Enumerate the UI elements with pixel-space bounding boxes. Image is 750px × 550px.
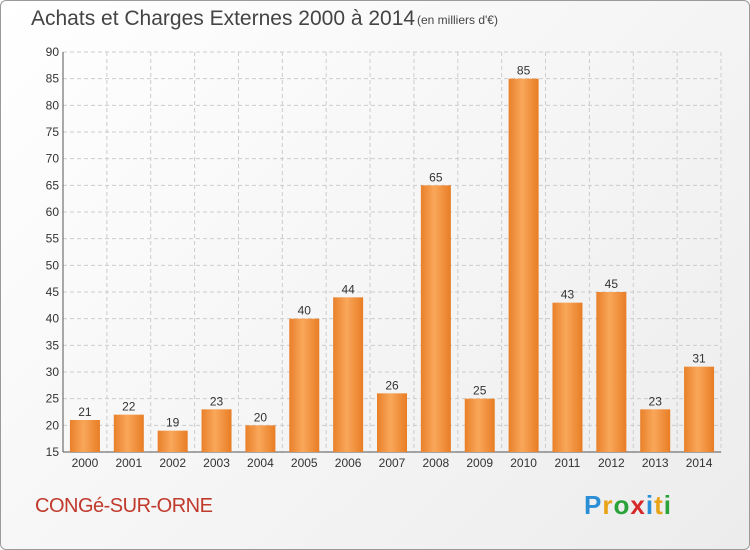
x-tick-label: 2005 (291, 456, 318, 470)
bar (596, 292, 627, 452)
x-tick-label: 2013 (642, 456, 669, 470)
x-tick-label: 2010 (510, 456, 537, 470)
bar (69, 420, 100, 452)
x-tick-label: 2008 (423, 456, 450, 470)
logo-letter: P (584, 490, 603, 520)
y-tick-label: 45 (46, 285, 60, 299)
y-tick-label: 60 (46, 205, 60, 219)
bar (684, 366, 715, 452)
x-tick-label: 2007 (379, 456, 406, 470)
place-name: CONGé-SUR-ORNE (35, 495, 213, 517)
tick-labels: 15 20 25 30 35 40 45 50 55 60 65 70 75 80 85 90 2000 2001… (46, 45, 713, 470)
x-tick-label: 2012 (598, 456, 625, 470)
x-tick-label: 2001 (115, 456, 142, 470)
data-label: 85 (517, 64, 531, 78)
logo-letter: o (613, 490, 631, 520)
bars (69, 78, 715, 453)
data-label: 22 (122, 400, 136, 414)
bar (464, 398, 495, 452)
y-tick-label: 15 (46, 445, 60, 459)
x-tick-label: 2014 (686, 456, 713, 470)
y-tick-label: 25 (46, 392, 60, 406)
x-tick-label: 2004 (247, 456, 274, 470)
proxiti-logo: Proxiti (584, 490, 672, 521)
bar (201, 409, 232, 452)
y-tick-label: 55 (46, 232, 60, 246)
bar (377, 393, 407, 452)
chart-subtitle: (en milliers d'€) (417, 13, 498, 27)
data-label: 23 (649, 394, 663, 408)
data-label: 45 (605, 277, 619, 291)
data-label: 19 (166, 416, 180, 430)
x-tick-label: 2006 (335, 456, 362, 470)
bar (289, 318, 320, 452)
y-tick-label: 80 (46, 98, 60, 112)
y-tick-label: 20 (46, 418, 60, 432)
data-label: 20 (254, 410, 268, 424)
chart-title: Achats et Charges Externes 2000 à 2014 (31, 7, 416, 30)
x-tick-label: 2002 (159, 456, 186, 470)
data-label: 40 (298, 304, 312, 318)
logo-letter: r (602, 490, 614, 520)
bar (640, 409, 671, 452)
data-label: 43 (561, 288, 575, 302)
y-tick-label: 65 (46, 178, 60, 192)
data-label: 21 (78, 405, 92, 419)
y-tick-label: 90 (46, 45, 60, 59)
logo-letter: i (645, 490, 655, 520)
logo-letter: t (654, 490, 664, 520)
data-label: 26 (385, 378, 399, 392)
data-label: 31 (692, 352, 706, 366)
bar (552, 302, 583, 452)
data-label: 65 (429, 170, 443, 184)
logo-letter: i (663, 490, 672, 520)
logo-letter: x (630, 490, 646, 520)
y-tick-label: 75 (46, 125, 60, 139)
x-tick-label: 2000 (72, 456, 99, 470)
data-label: 44 (341, 282, 355, 296)
data-label: 23 (210, 394, 224, 408)
x-tick-label: 2009 (466, 456, 493, 470)
y-tick-label: 35 (46, 338, 60, 352)
data-label: 25 (473, 384, 487, 398)
y-tick-label: 70 (46, 152, 60, 166)
bar (245, 425, 276, 452)
y-tick-label: 85 (46, 72, 60, 86)
y-tick-label: 40 (46, 312, 60, 326)
x-tick-label: 2011 (555, 456, 581, 470)
bar (113, 414, 144, 452)
x-tick-label: 2003 (203, 456, 230, 470)
y-tick-label: 30 (46, 365, 60, 379)
bar (508, 78, 539, 453)
bar (420, 185, 451, 453)
y-tick-label: 50 (46, 258, 60, 272)
bar (333, 297, 364, 452)
bar (157, 430, 188, 452)
data-labels: 21 22 19 23 20 40 44 26 65 25 85 43 45 23 31 (78, 64, 706, 430)
